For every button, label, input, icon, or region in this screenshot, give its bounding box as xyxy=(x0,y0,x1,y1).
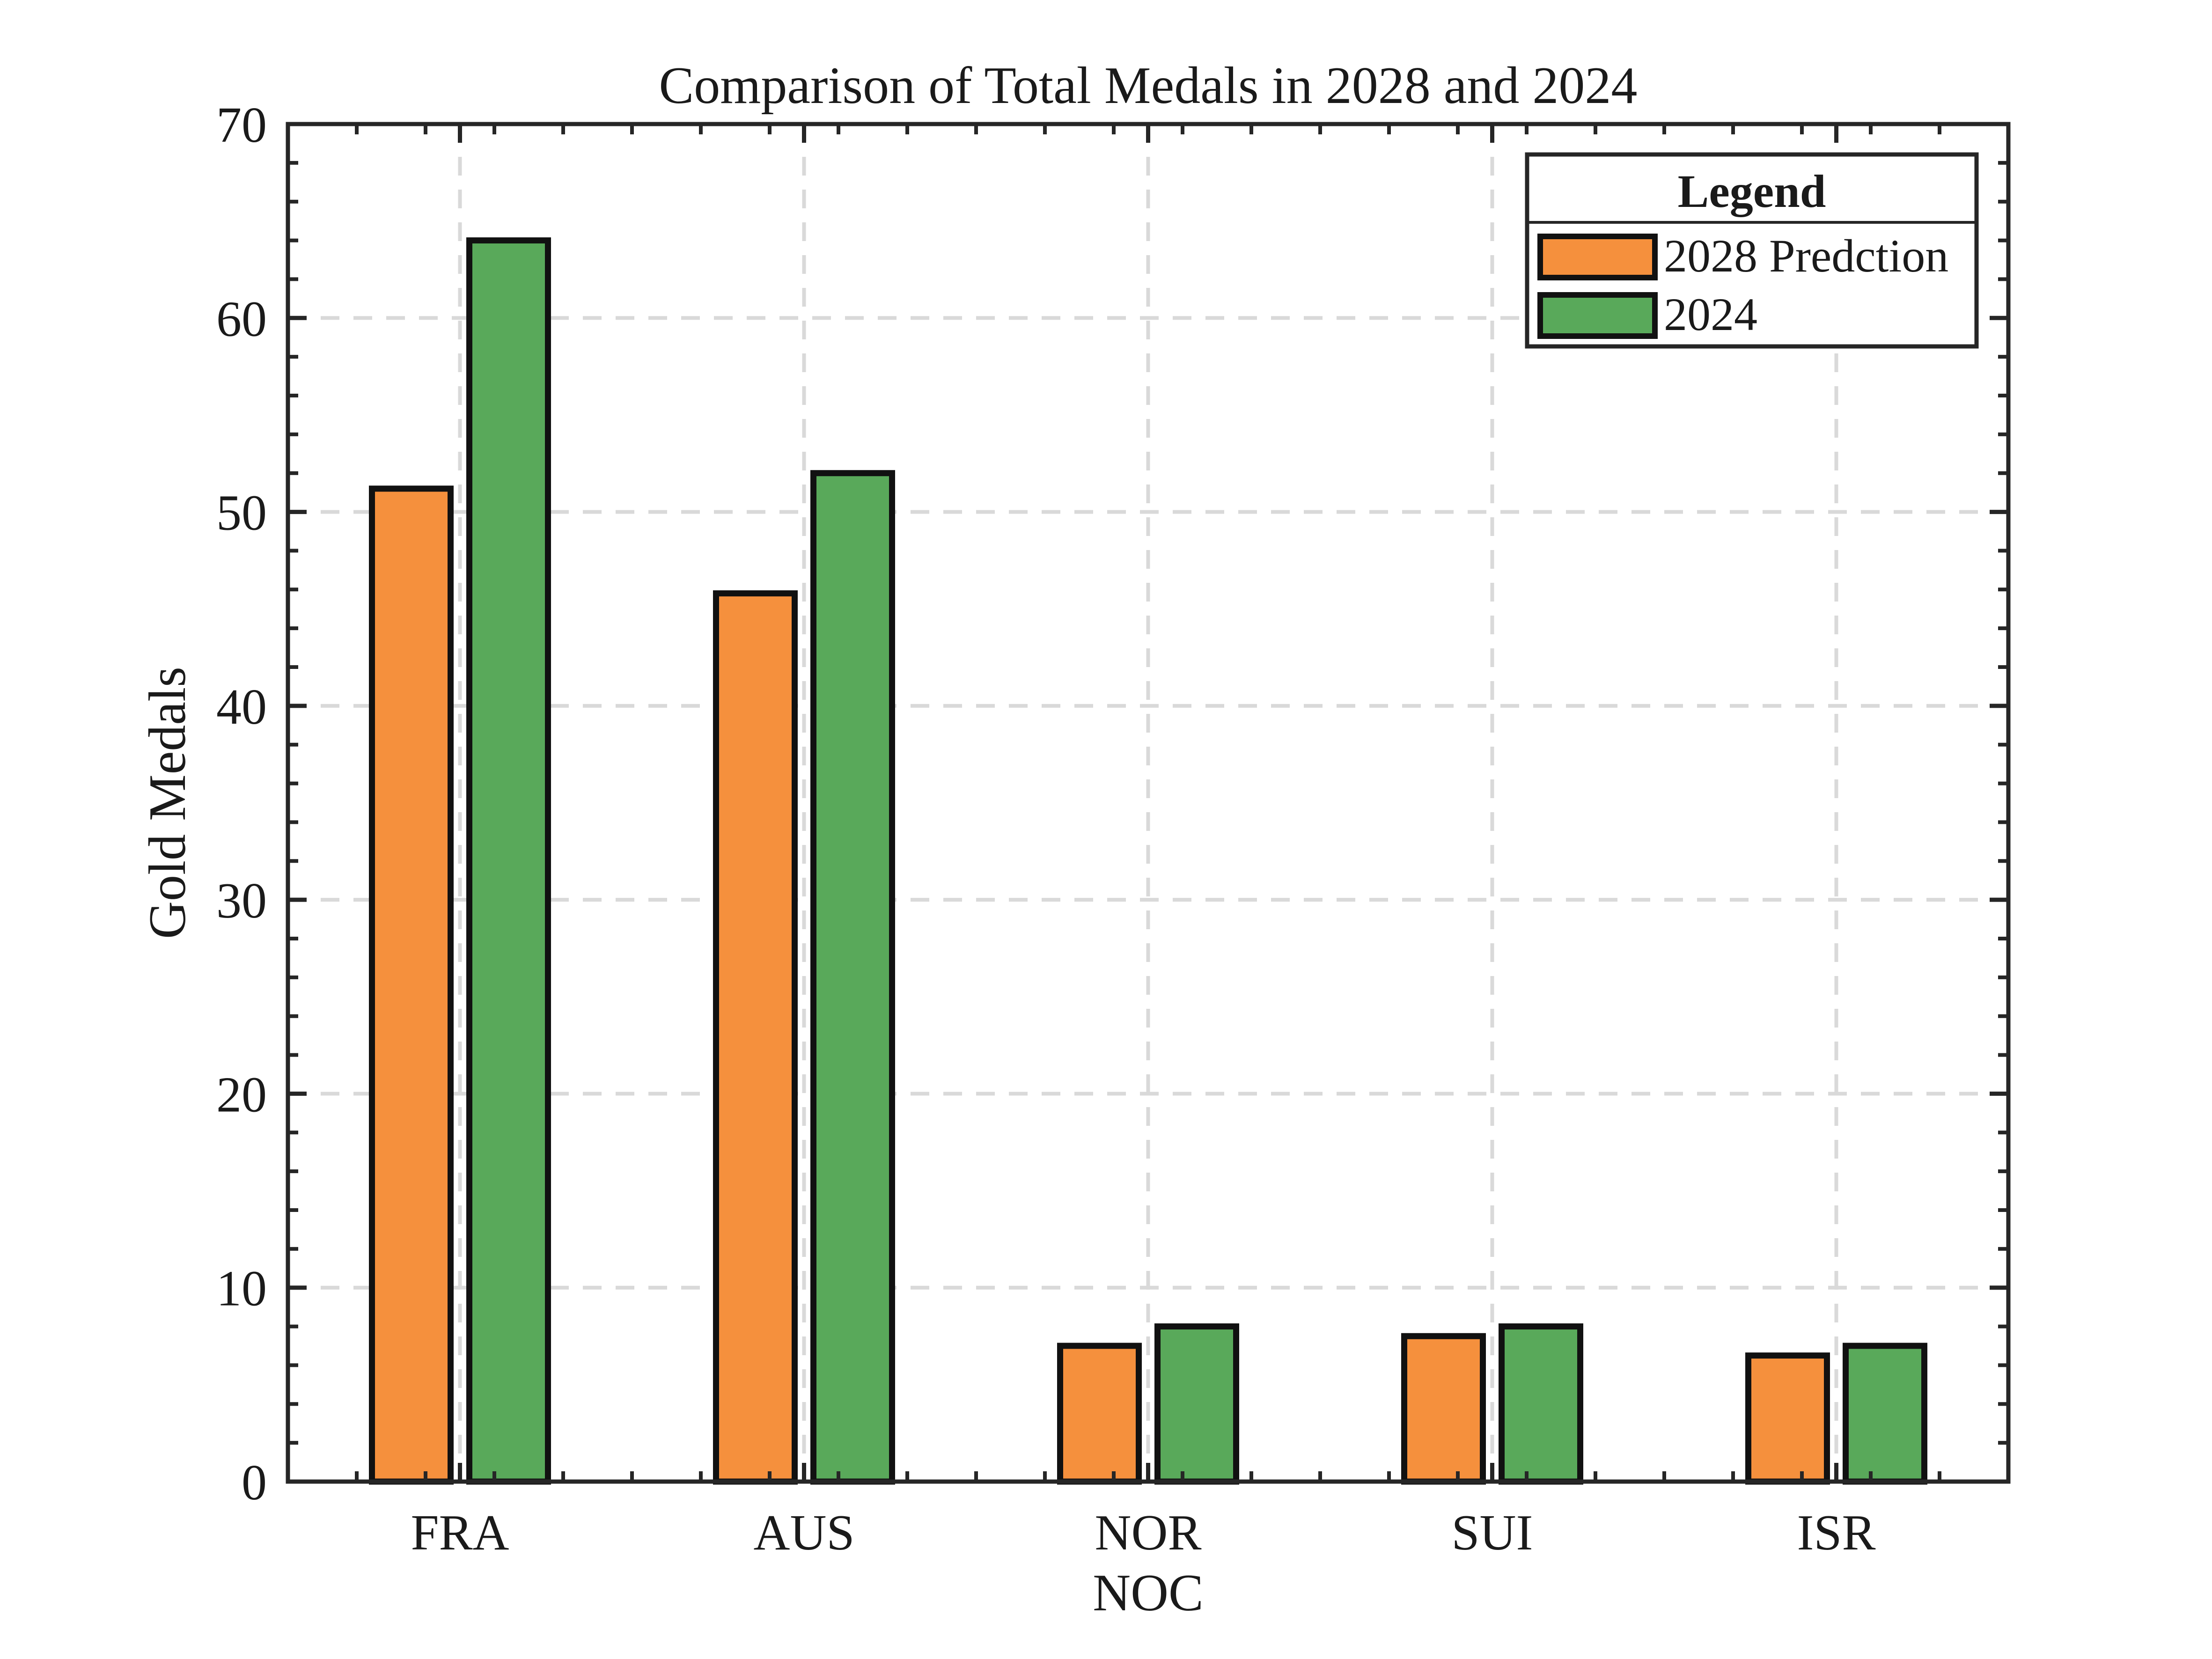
bar-aus-series-1 xyxy=(713,590,798,1485)
legend-label-series-1: 2028 Predction xyxy=(1664,230,1948,282)
bar-nor-series-1 xyxy=(1057,1343,1142,1485)
x-tick-label: FRA xyxy=(411,1505,509,1561)
legend-title: Legend xyxy=(1678,165,1826,217)
legend-label-series-2: 2024 xyxy=(1664,288,1757,340)
y-tick-label: 0 xyxy=(242,1455,267,1511)
y-axis-label: Gold Medals xyxy=(139,667,197,939)
legend: Legend 2028 Predction 2024 xyxy=(1525,152,1979,349)
x-tick-label: SUI xyxy=(1451,1505,1533,1561)
bar-isr-series-1 xyxy=(1745,1352,1830,1485)
y-tick-label: 20 xyxy=(216,1067,267,1123)
legend-swatch-series-2 xyxy=(1537,292,1658,339)
bar-isr-series-2 xyxy=(1843,1343,1927,1485)
legend-swatch-series-1 xyxy=(1537,234,1658,280)
bar-sui-series-2 xyxy=(1499,1323,1583,1485)
x-axis-label: NOC xyxy=(1093,1564,1203,1622)
legend-items: 2028 Predction 2024 xyxy=(1537,230,1948,340)
y-tick-label: 60 xyxy=(216,291,267,347)
tick-marks xyxy=(288,122,2008,1484)
x-tick-label: AUS xyxy=(753,1505,854,1561)
y-tick-label: 10 xyxy=(216,1261,267,1317)
bar-sui-series-1 xyxy=(1401,1333,1486,1485)
y-tick-label: 70 xyxy=(216,97,267,153)
grid-lines xyxy=(288,124,2008,1482)
y-tick-label: 50 xyxy=(216,485,267,541)
tick-labels: 0 10 20 30 40 50 60 70 FRA AUS NOR SUI ISR xyxy=(216,97,1876,1561)
bar-fra-series-1 xyxy=(369,485,454,1485)
x-tick-label: ISR xyxy=(1797,1505,1875,1561)
y-tick-label: 30 xyxy=(216,873,267,929)
y-tick-label: 40 xyxy=(216,679,267,735)
bars xyxy=(369,237,1927,1485)
bar-fra-series-2 xyxy=(466,237,551,1485)
bar-aus-series-2 xyxy=(810,470,895,1485)
bar-nor-series-2 xyxy=(1154,1323,1239,1485)
x-tick-label: NOR xyxy=(1095,1505,1201,1561)
chart-title: Comparison of Total Medals in 2028 and 2… xyxy=(659,57,1638,115)
